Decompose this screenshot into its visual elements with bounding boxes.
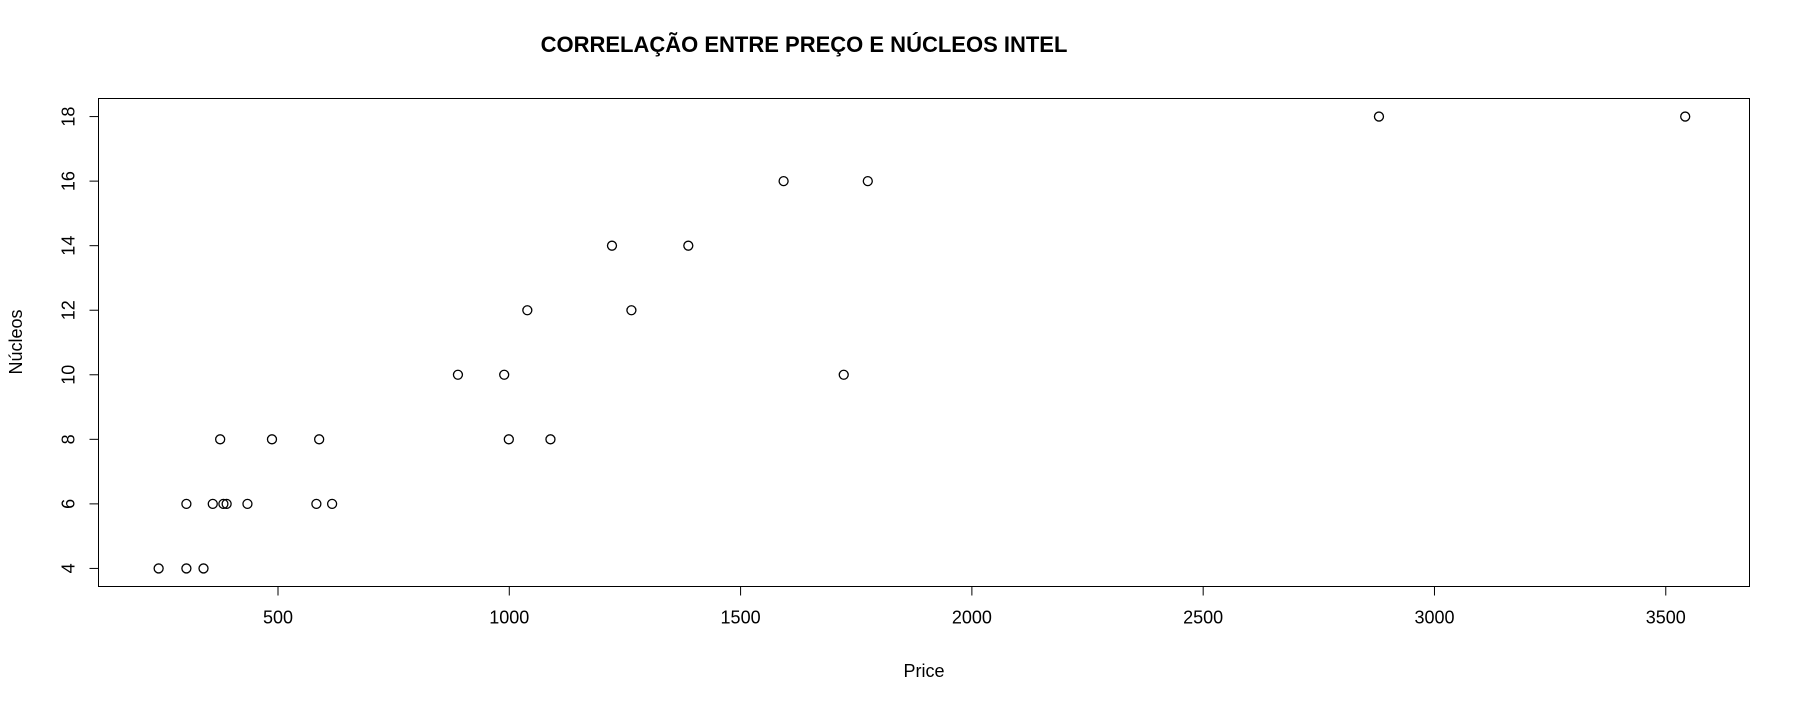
x-tick-label: 2500 (1183, 608, 1223, 628)
data-point (207, 498, 218, 510)
data-point (266, 434, 278, 445)
x-tick-label: 500 (263, 608, 293, 628)
data-point (215, 434, 226, 445)
y-tick-label: 10 (59, 365, 79, 385)
data-point (778, 175, 789, 187)
y-axis-label: Núcleos (6, 309, 26, 374)
data-point (838, 369, 849, 380)
x-tick-label: 1000 (489, 608, 529, 628)
x-axis-label: Price (903, 661, 944, 681)
data-point (153, 563, 164, 574)
y-tick-label: 12 (59, 300, 79, 320)
y-tick-label: 8 (59, 434, 79, 444)
chart-title: CORRELAÇÃO ENTRE PREÇO E NÚCLEOS INTEL (541, 32, 1068, 57)
data-point (181, 563, 192, 574)
data-point (181, 498, 192, 510)
data-point (503, 434, 514, 445)
data-point (606, 240, 618, 251)
plot-area-frame (98, 98, 1750, 587)
x-tick-label: 3000 (1414, 608, 1454, 628)
y-tick-label: 4 (59, 563, 79, 573)
y-axis: 4 6 8 10 12 14 16 18 (59, 107, 99, 573)
data-point (452, 369, 464, 380)
data-point (545, 434, 556, 445)
y-tick-label: 14 (59, 236, 79, 256)
y-tick-label: 6 (59, 499, 79, 509)
data-point (311, 498, 322, 510)
data-point (626, 305, 637, 316)
data-point (522, 305, 533, 316)
data-point (221, 498, 232, 510)
x-tick-label: 3500 (1646, 608, 1686, 628)
data-point (242, 498, 253, 510)
data-points (153, 111, 1691, 574)
data-point (218, 498, 229, 510)
data-point (1680, 111, 1691, 122)
data-point (1373, 111, 1385, 122)
x-axis: 500 1000 1500 2000 2500 3000 3500 (263, 586, 1686, 628)
data-point (499, 369, 510, 380)
data-point (198, 563, 209, 574)
y-tick-label: 18 (59, 107, 79, 127)
data-point (683, 240, 694, 251)
data-point (314, 434, 325, 445)
data-point (326, 498, 338, 510)
x-tick-label: 1500 (721, 608, 761, 628)
x-tick-label: 2000 (952, 608, 992, 628)
y-tick-label: 16 (59, 171, 79, 191)
data-point (862, 175, 873, 187)
